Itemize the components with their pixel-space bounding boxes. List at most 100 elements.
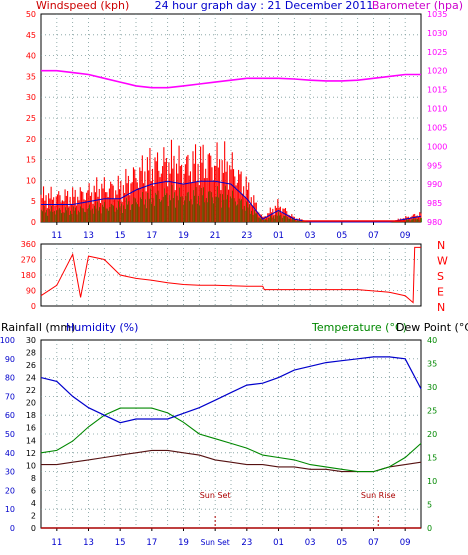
temperature-axis-title: Temperature (°C)	[311, 321, 407, 334]
compass-label: W	[437, 255, 448, 268]
rainfall-tick-label: 10	[26, 461, 36, 470]
axis-labels: 0510152025303540455098098599099510001005…	[0, 10, 448, 548]
humidity-tick-label: 20	[5, 486, 15, 495]
temperature-tick-label: 30	[427, 383, 437, 392]
wind-x-tick-label: 21	[210, 231, 221, 241]
humidity-tick-label: 70	[5, 392, 15, 401]
sun-marker-label: Sun Rise	[361, 491, 396, 500]
windspeed-tick-label: 25	[26, 114, 36, 123]
wind-x-tick-label: 23	[241, 231, 252, 241]
direction-tick-label: 180	[21, 271, 36, 280]
humidity-x-tick-label: 09	[400, 538, 411, 548]
temperature-tick-label: 0	[427, 524, 432, 533]
wind-x-tick-label: 13	[83, 231, 94, 241]
humidity-line	[40, 356, 422, 424]
barometer-tick-label: 1030	[427, 29, 447, 38]
humidity-tick-label: 50	[5, 430, 15, 439]
direction-tick-label: 90	[26, 287, 36, 296]
windspeed-tick-label: 20	[26, 135, 36, 144]
dewpoint-axis-title: Dew Point (°C)	[396, 321, 468, 334]
rainfall-tick-label: 18	[26, 411, 36, 420]
humidity-x-tick-label: 11	[51, 538, 62, 548]
rainfall-axis-title: Rainfall (mm)	[1, 321, 75, 334]
barometer-tick-label: 1035	[427, 10, 447, 19]
windspeed-tick-label: 40	[26, 52, 36, 61]
temperature-tick-label: 40	[427, 336, 437, 345]
barometer-axis-title: Barometer (hpa)	[372, 0, 463, 12]
rainfall-tick-label: 8	[31, 474, 36, 483]
humidity-x-tick-label: 15	[115, 538, 126, 548]
direction-tick-label: 270	[21, 256, 36, 265]
humidity-tick-label: 60	[5, 411, 15, 420]
rainfall-tick-label: 24	[26, 374, 36, 383]
wind-average-line	[41, 180, 422, 223]
wind-x-tick-label: 19	[178, 231, 189, 241]
rainfall-tick-label: 16	[26, 424, 36, 433]
barometer-line	[41, 69, 421, 89]
windspeed-tick-label: 35	[26, 72, 36, 81]
wind-x-tick-label: 07	[368, 231, 379, 241]
windspeed-tick-label: 45	[26, 31, 36, 40]
barometer-tick-label: 990	[427, 180, 442, 189]
humidity-x-tick-label: 23	[241, 538, 252, 548]
humidity-tick-label: 40	[5, 449, 15, 458]
temperature-tick-label: 35	[427, 360, 437, 369]
humidity-tick-label: 90	[5, 355, 15, 364]
temperature-tick-label: 10	[427, 477, 437, 486]
rainfall-tick-label: 22	[26, 386, 36, 395]
rainfall-tick-label: 6	[31, 486, 36, 495]
windspeed-tick-label: 50	[26, 10, 36, 19]
humidity-tick-label: 80	[5, 374, 15, 383]
barometer-tick-label: 1025	[427, 48, 447, 57]
windspeed-tick-label: 10	[26, 176, 36, 185]
humidity-x-tick-label: 13	[83, 538, 94, 548]
wind-x-tick-label: 17	[146, 231, 157, 241]
rainfall-tick-label: 20	[26, 399, 36, 408]
compass-label: N	[437, 301, 445, 314]
humidity-tick-label: 30	[5, 468, 15, 477]
rainfall-tick-label: 12	[26, 449, 36, 458]
humidity-x-tick-label: 05	[336, 538, 347, 548]
series-lines	[40, 69, 422, 529]
humidity-tick-label: 0	[10, 524, 15, 533]
wind-direction-line	[40, 246, 421, 304]
direction-tick-label: 360	[21, 240, 36, 249]
temperature-tick-label: 25	[427, 407, 437, 416]
humidity-axis-title: Humidity (%)	[66, 321, 138, 334]
wind-x-tick-label: 05	[336, 231, 347, 241]
humidity-x-tick-label: Sun Set	[201, 538, 230, 547]
humidity-tick-label: 100	[0, 336, 15, 345]
humidity-x-tick-label: 19	[178, 538, 189, 548]
humidity-x-tick-label: 17	[146, 538, 157, 548]
barometer-tick-label: 1000	[427, 142, 447, 151]
sun-marker-label: Sun Set	[200, 491, 231, 500]
temperature-tick-label: 15	[427, 454, 437, 463]
rainfall-tick-label: 26	[26, 361, 36, 370]
windspeed-tick-label: 5	[31, 197, 36, 206]
rainfall-tick-label: 4	[31, 499, 36, 508]
wind-x-tick-label: 09	[400, 231, 411, 241]
windspeed-tick-label: 15	[26, 156, 36, 165]
barometer-tick-label: 1015	[427, 86, 447, 95]
wind-x-tick-label: 11	[51, 231, 62, 241]
windspeed-tick-label: 30	[26, 93, 36, 102]
chart-title: 24 hour graph day : 21 December 2011	[155, 0, 374, 12]
rainfall-tick-label: 30	[26, 336, 36, 345]
rainfall-tick-label: 2	[31, 511, 36, 520]
humidity-x-tick-label: 07	[368, 538, 379, 548]
direction-tick-label: 0	[31, 302, 36, 311]
compass-label: E	[437, 286, 444, 299]
temperature-tick-label: 5	[427, 501, 432, 510]
barometer-tick-label: 985	[427, 199, 442, 208]
barometer-tick-label: 1020	[427, 67, 447, 76]
barometer-tick-label: 980	[427, 218, 442, 227]
rainfall-tick-label: 0	[31, 524, 36, 533]
windspeed-tick-label: 0	[31, 218, 36, 227]
rainfall-tick-label: 14	[26, 436, 36, 445]
grid-lines	[41, 14, 421, 531]
humidity-tick-label: 10	[5, 505, 15, 514]
barometer-tick-label: 1010	[427, 105, 447, 114]
windspeed-axis-title: Windspeed (kph)	[36, 0, 129, 12]
barometer-tick-label: 995	[427, 161, 442, 170]
